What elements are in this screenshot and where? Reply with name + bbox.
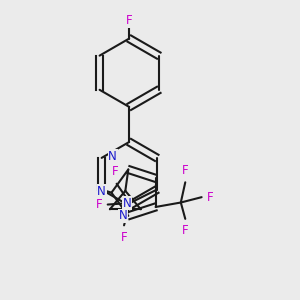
Text: F: F [182,164,189,177]
Text: N: N [98,185,106,198]
Text: N: N [119,209,128,222]
Text: F: F [112,165,119,178]
Text: F: F [182,224,189,237]
Text: N: N [108,150,117,163]
Text: F: F [96,198,102,211]
Text: N: N [122,197,131,210]
Text: F: F [207,191,214,204]
Text: F: F [126,14,133,27]
Text: F: F [121,231,128,244]
